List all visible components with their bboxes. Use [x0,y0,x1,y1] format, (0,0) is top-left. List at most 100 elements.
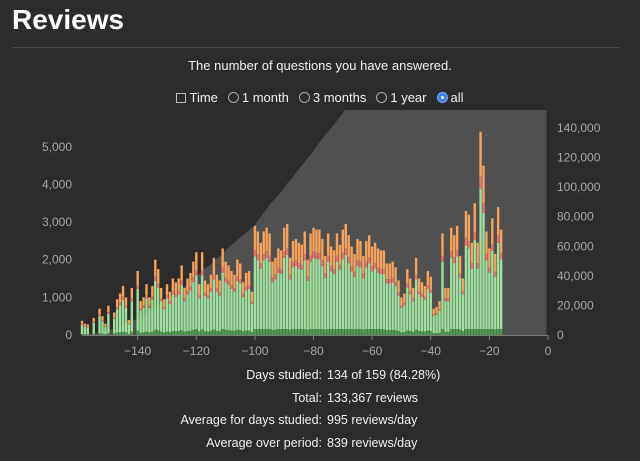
bar-segment [365,267,368,329]
bar-segment [157,330,160,335]
bar-day [256,231,260,335]
bar-segment [239,329,242,335]
bar-day [309,233,312,335]
bar-segment [265,227,268,252]
bar-segment [80,324,84,334]
chart-subtitle: The number of questions you have answere… [188,58,452,73]
bar-segment [403,332,406,335]
bar-segment [268,255,271,262]
bar-segment [189,286,192,291]
range-radio-3-months[interactable] [298,92,310,103]
bar-segment [332,250,336,269]
y-left-tick-label: 2,000 [42,253,72,267]
bar-segment [177,278,180,291]
bar-segment [338,264,342,270]
bar-segment [92,322,95,334]
bar-segment [98,333,101,335]
bar-segment [121,331,125,335]
bar-segment [411,287,415,299]
bar-segment [324,329,327,335]
bar-day [423,286,427,335]
bar-segment [341,328,345,335]
bar-segment [450,227,453,252]
bar-segment [420,282,424,294]
bar-segment [321,260,324,266]
range-option-1-year[interactable]: 1 year [376,90,427,105]
bar-segment [92,333,95,335]
bar-segment [388,279,391,284]
bar-segment [142,297,145,306]
bar-day [359,240,362,335]
bar-segment [221,267,224,273]
bar-segment [265,257,268,329]
time-checkbox-option[interactable]: Time [176,90,218,105]
bar-day [244,272,248,335]
bar-segment [379,250,383,269]
bar-day [253,225,257,335]
range-radio-1-year[interactable] [376,92,388,103]
bar-day [192,261,195,335]
bar-segment [414,257,418,275]
bar-segment [183,298,186,302]
bar-segment [256,328,260,335]
bar-segment [151,299,154,332]
bar-segment [482,328,485,335]
bar-segment [168,303,172,332]
bar-segment [356,239,359,261]
x-tick-label: −120 [183,344,210,358]
bar-segment [148,297,151,306]
bar-day [224,261,227,335]
bar-segment [315,229,318,253]
bar-segment [426,285,430,289]
bar-segment [171,278,175,291]
bar-segment [494,329,497,335]
bar-segment [447,287,450,299]
bar-segment [306,280,309,330]
bar-segment [277,328,280,335]
bar-segment [236,329,239,335]
bar-segment [280,329,283,335]
bar-segment [86,326,90,328]
bar-segment [303,328,306,335]
bar-segment [409,278,412,291]
bar-segment [86,334,90,335]
bar-segment [341,252,345,260]
bar-segment [359,328,362,335]
bar-segment [139,332,142,335]
bar-segment [370,266,374,272]
bar-segment [148,305,151,308]
bar-day [344,223,347,335]
bar-segment [165,284,169,296]
bar-segment [335,233,339,256]
bar-day [400,297,403,335]
bar-day [265,227,268,335]
bar-segment [400,297,403,306]
bar-segment [233,288,236,292]
bar-segment [391,329,394,335]
bar-day [183,287,186,335]
range-label-1-year: 1 year [390,90,427,105]
bar-segment [382,274,386,330]
range-radio-all[interactable] [436,92,448,103]
bar-segment [294,260,298,266]
bar-day [154,259,157,335]
bar-segment [92,318,95,322]
range-radio-1-month[interactable] [227,92,239,103]
bar-segment [256,254,260,261]
bar-segment [118,293,122,303]
x-tick-label: 0 [545,344,552,358]
bar-segment [444,331,447,335]
bar-segment [294,328,298,335]
range-option-all[interactable]: all [436,90,464,105]
bar-segment [429,276,432,290]
range-option-1-month[interactable]: 1 month [227,90,289,105]
range-option-3-months[interactable]: 3 months [298,90,366,105]
bar-segment [265,251,268,258]
y-left-tick-label: 1,000 [42,290,72,304]
bar-segment [470,263,473,269]
time-checkbox[interactable] [176,92,187,103]
bar-day [414,257,418,335]
bar-segment [455,225,459,250]
bar-segment [335,261,339,329]
bar-segment [80,334,84,335]
